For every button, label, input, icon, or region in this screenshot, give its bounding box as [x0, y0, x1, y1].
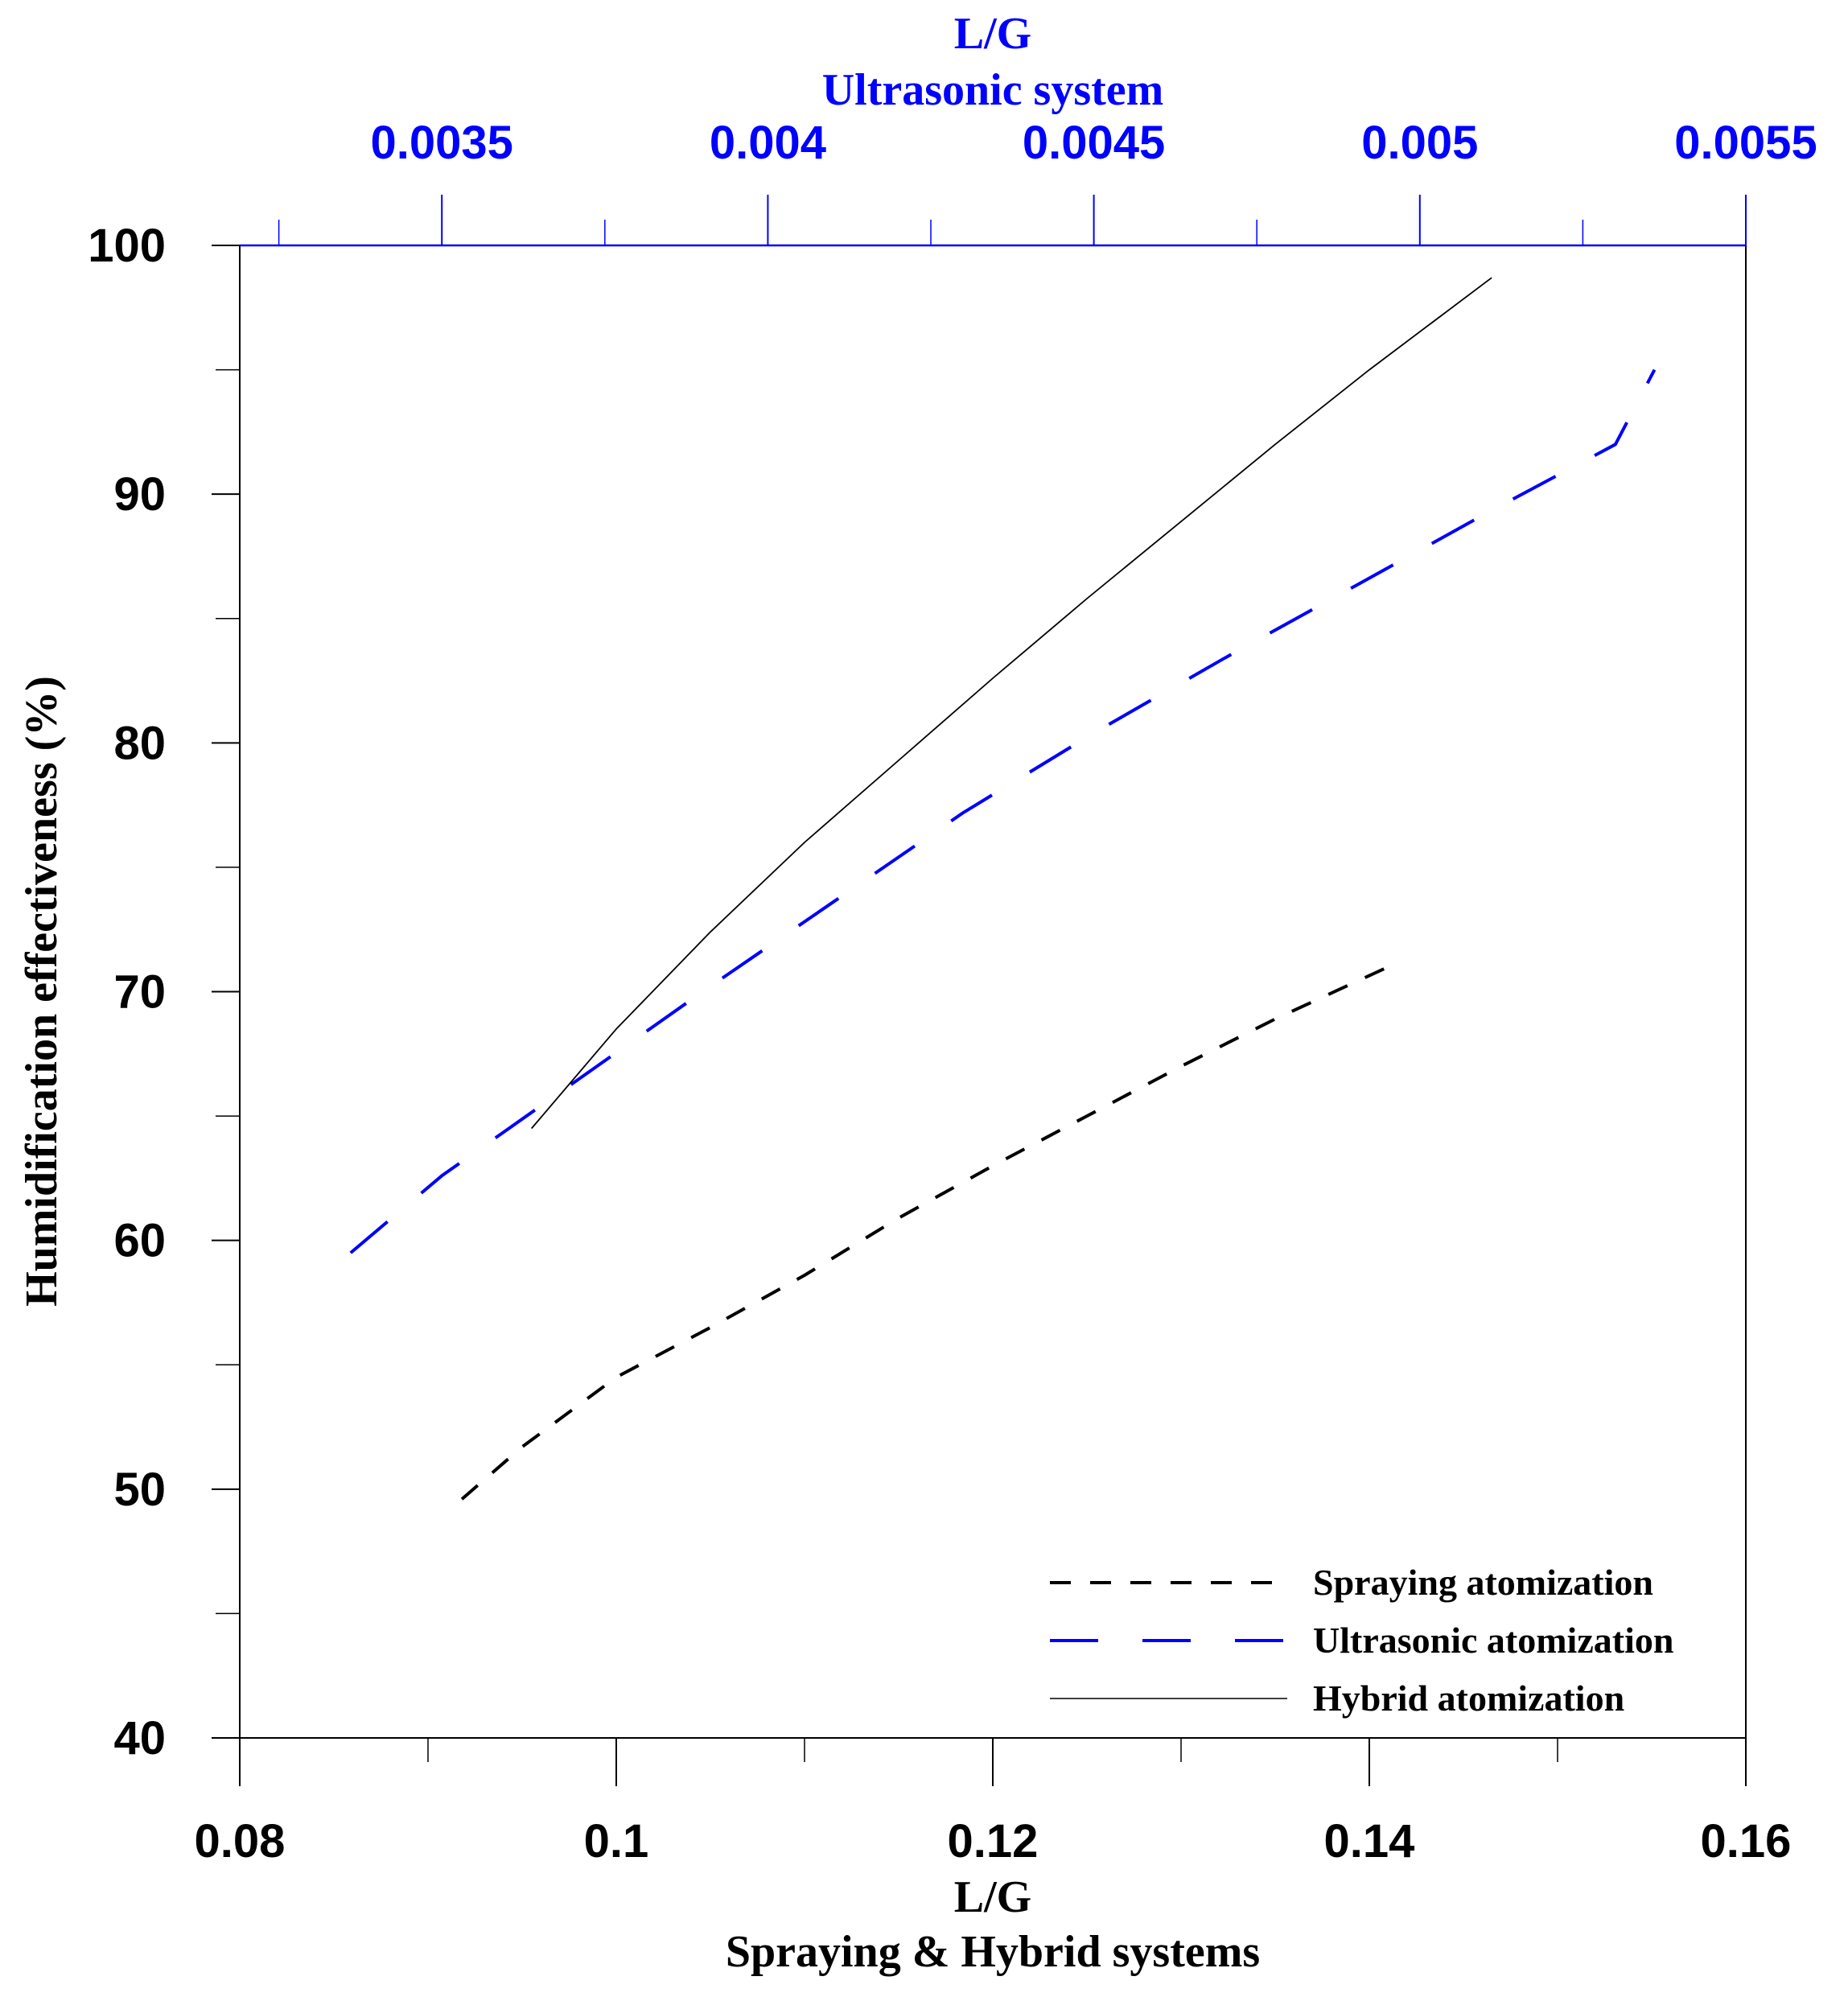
y-tick-label: 80	[113, 717, 166, 769]
y-tick-label: 70	[113, 966, 166, 1019]
y-tick-label: 60	[113, 1215, 166, 1267]
legend-label-ultrasonic: Ultrasonic atomization	[1313, 1620, 1673, 1661]
y-tick-label: 90	[113, 468, 166, 521]
top-axis-subtitle: Ultrasonic system	[822, 65, 1164, 115]
x-axis-title: L/G	[954, 1872, 1031, 1922]
x-tick-label: 0.16	[1701, 1815, 1792, 1867]
y-tick-label: 40	[113, 1712, 166, 1764]
series-line-ultrasonic	[349, 369, 1657, 1254]
x-tick-label: 0.12	[948, 1815, 1039, 1867]
legend-label-hybrid: Hybrid atomization	[1313, 1678, 1624, 1719]
top-axis-title: L/G	[954, 9, 1031, 59]
legend-label-spraying: Spraying atomization	[1313, 1562, 1653, 1603]
y-tick-label: 100	[88, 220, 166, 272]
y-axis-title: Humidification effectiveness (%)	[17, 676, 67, 1307]
x-tick-label: 0.14	[1324, 1815, 1415, 1867]
series-line-spraying	[460, 962, 1395, 1501]
legend: Spraying atomization Ultrasonic atomizat…	[1050, 1562, 1673, 1719]
x-tick-label: 0.1	[584, 1815, 649, 1867]
x2-tick-label: 0.0035	[371, 117, 513, 169]
x2-tick-label: 0.004	[710, 117, 826, 169]
x2-tick-label: 0.005	[1361, 117, 1478, 169]
series-line-hybrid	[531, 277, 1492, 1130]
x2-tick-label: 0.0055	[1674, 117, 1817, 169]
x-axis-subtitle: Spraying & Hybrid systems	[726, 1927, 1260, 1977]
y-tick-label: 50	[113, 1464, 166, 1516]
plot-frame	[239, 245, 1747, 1739]
x2-tick-label: 0.0045	[1023, 117, 1165, 169]
x-tick-label: 0.08	[195, 1815, 286, 1867]
